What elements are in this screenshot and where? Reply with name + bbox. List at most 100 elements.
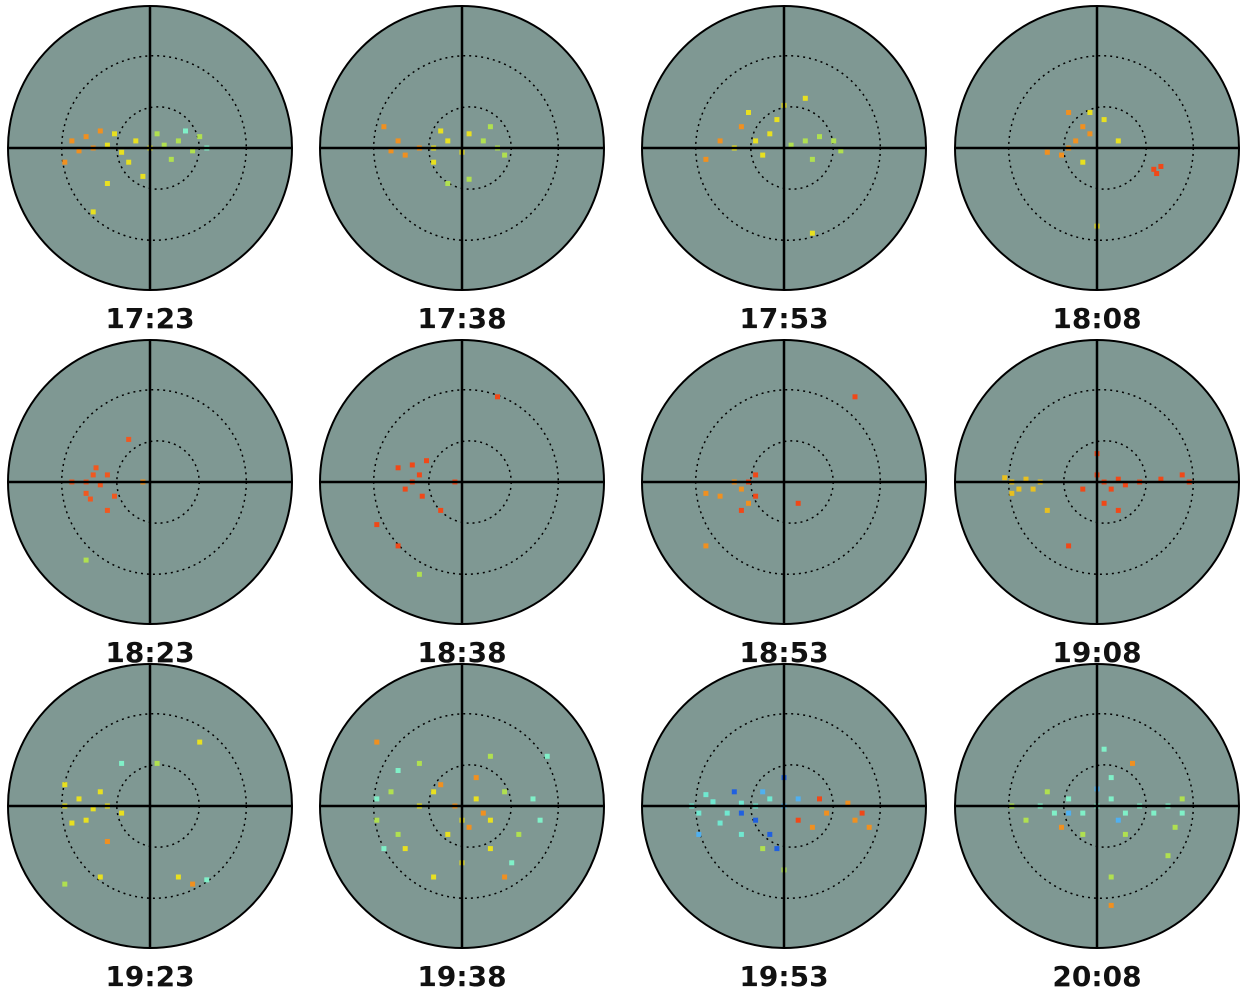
point (487, 846, 493, 852)
point (416, 760, 422, 766)
point (774, 117, 780, 123)
point (97, 128, 103, 134)
point (97, 789, 103, 795)
point (76, 148, 82, 154)
point (487, 124, 493, 130)
point (154, 131, 160, 137)
point (1179, 810, 1185, 816)
point (1023, 476, 1029, 482)
point (866, 824, 872, 830)
point (1044, 789, 1050, 795)
point (795, 500, 801, 506)
point (438, 128, 444, 134)
point (724, 810, 730, 816)
point (753, 493, 759, 499)
point (395, 831, 401, 837)
point (466, 131, 472, 137)
point (374, 817, 380, 823)
point (1151, 166, 1157, 172)
point (802, 138, 808, 144)
point (190, 148, 196, 154)
point (76, 796, 82, 802)
point (809, 230, 815, 236)
point (402, 152, 408, 158)
point (416, 571, 422, 577)
point (1051, 810, 1057, 816)
point (753, 138, 759, 144)
point (838, 148, 844, 154)
point (97, 482, 103, 488)
point (824, 810, 830, 816)
point (738, 831, 744, 837)
point (104, 839, 110, 844)
point (1122, 482, 1128, 488)
point (703, 792, 709, 798)
point (1108, 796, 1114, 802)
point (154, 760, 160, 766)
point (381, 124, 387, 130)
point (431, 874, 437, 880)
point (83, 817, 89, 823)
point (419, 493, 425, 499)
point (795, 796, 801, 802)
point (760, 846, 766, 852)
point (809, 824, 815, 830)
point (402, 486, 408, 492)
point (388, 789, 394, 795)
point (409, 462, 415, 468)
panel-title: 20:08 (1052, 960, 1141, 993)
point (788, 142, 794, 148)
point (395, 138, 401, 144)
point (710, 799, 716, 805)
point (431, 159, 437, 165)
point (495, 394, 500, 400)
panel-title: 19:23 (105, 960, 194, 993)
point (190, 881, 196, 887)
point (717, 493, 723, 499)
point (530, 796, 536, 802)
point (1002, 475, 1008, 481)
point (126, 159, 132, 165)
point (753, 472, 759, 478)
point (795, 817, 801, 823)
point (1122, 831, 1128, 837)
point (753, 817, 759, 823)
point (1066, 110, 1072, 115)
point (1066, 810, 1072, 816)
point (1108, 775, 1114, 781)
point (487, 753, 493, 759)
point (1115, 507, 1121, 513)
point (738, 507, 744, 513)
panel-title: 17:23 (105, 302, 194, 335)
point (69, 820, 75, 826)
point (69, 138, 75, 144)
point (90, 472, 96, 478)
point (374, 796, 380, 802)
point (1087, 110, 1093, 115)
point (1101, 500, 1107, 506)
point (431, 789, 437, 795)
point (104, 181, 110, 186)
point (1087, 131, 1093, 137)
point (466, 824, 472, 830)
point (767, 796, 773, 802)
point (845, 800, 851, 806)
point (83, 134, 89, 140)
point (183, 128, 188, 134)
point (1154, 171, 1160, 177)
point (1108, 874, 1114, 880)
point (480, 810, 486, 816)
point (502, 874, 508, 880)
point (445, 181, 451, 186)
point (1115, 817, 1121, 823)
point (516, 831, 522, 837)
panel-title: 17:38 (417, 302, 506, 335)
point (374, 522, 380, 528)
point (1101, 117, 1107, 123)
point (859, 810, 865, 816)
point (802, 95, 808, 101)
point (175, 874, 181, 880)
point (1158, 163, 1164, 169)
point (197, 739, 203, 745)
